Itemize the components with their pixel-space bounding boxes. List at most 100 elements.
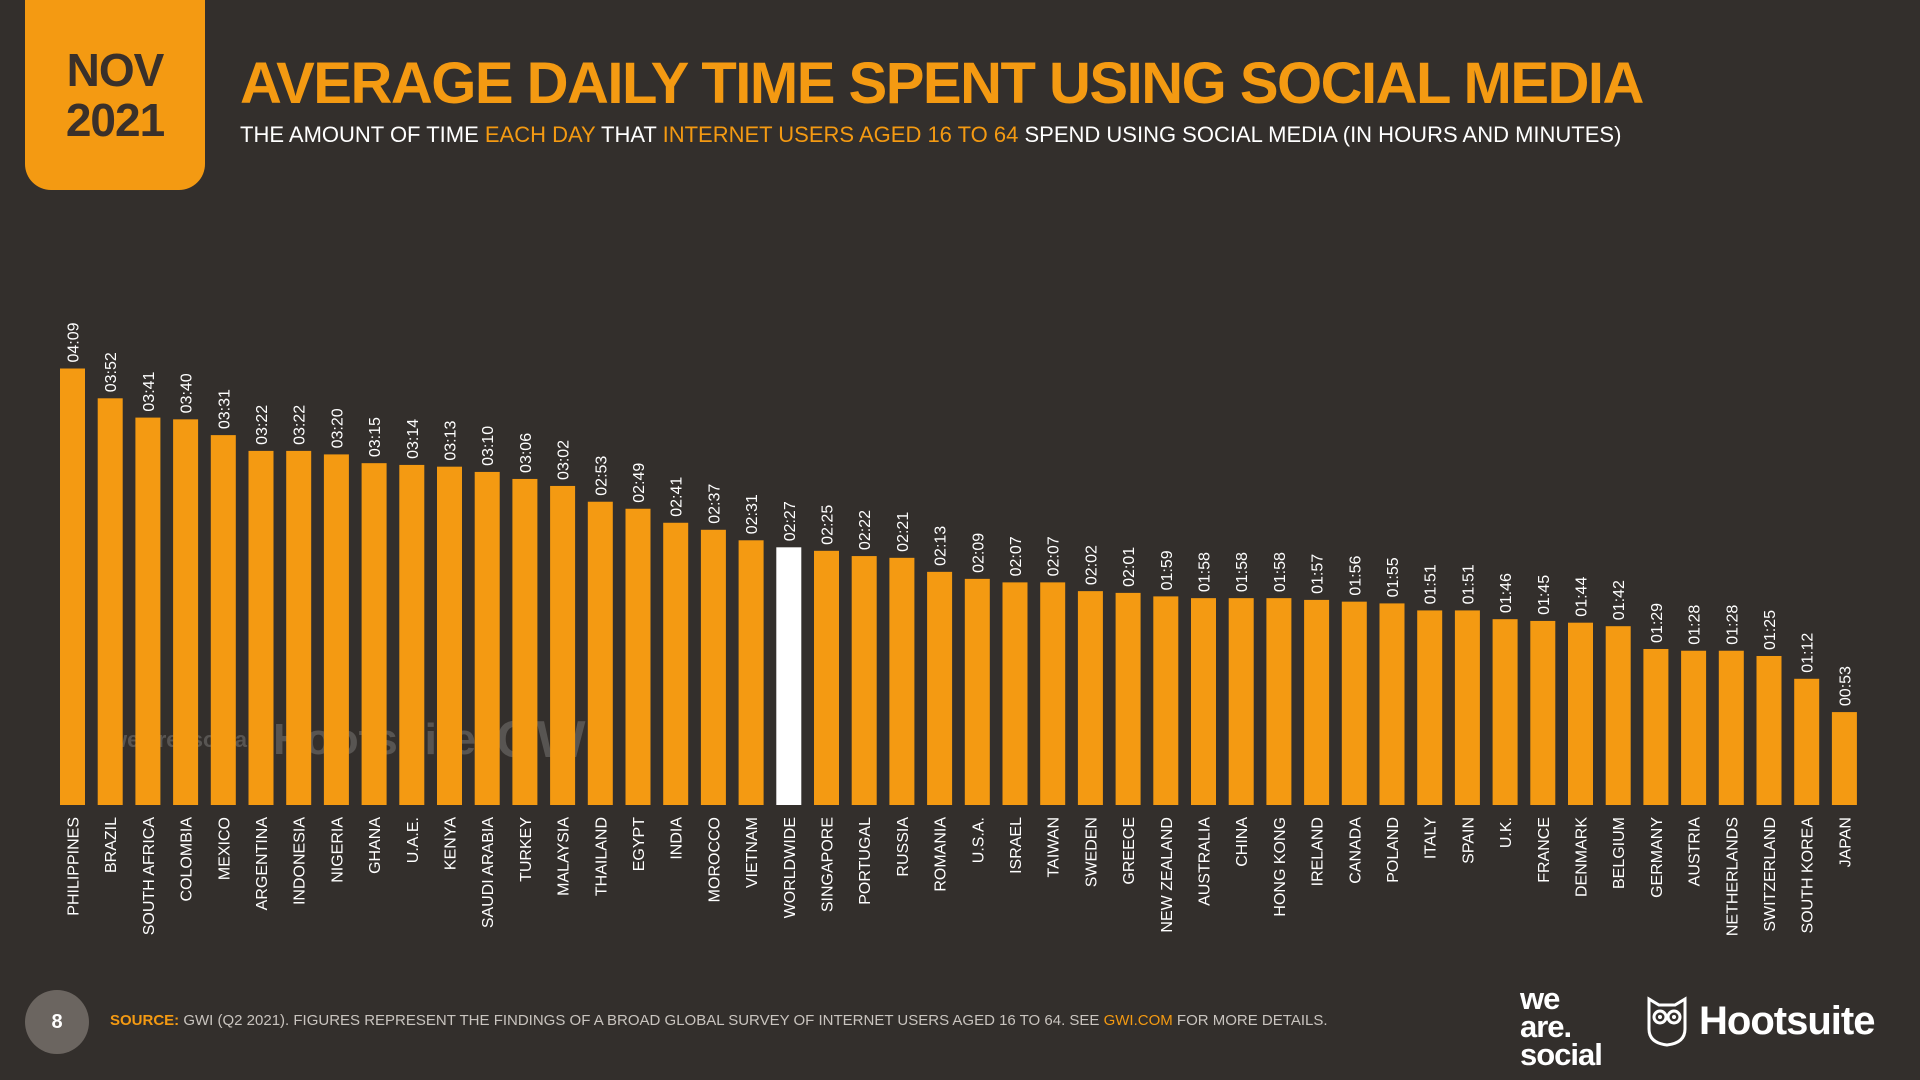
value-label: 03:14 (405, 419, 422, 459)
value-label: 03:02 (556, 440, 573, 480)
value-label: 03:06 (518, 433, 535, 473)
category-label: SOUTH AFRICA (141, 817, 158, 936)
value-label: 01:55 (1385, 557, 1402, 597)
bar-egypt (625, 508, 651, 805)
bar-france (1530, 620, 1556, 805)
bar-malaysia (550, 485, 576, 805)
value-label: 02:13 (933, 526, 950, 566)
bar-argentina (248, 450, 274, 805)
bar-australia (1191, 598, 1216, 805)
category-label: AUSTRIA (1687, 817, 1704, 887)
value-label: 03:52 (103, 352, 120, 392)
bar-germany (1643, 648, 1669, 805)
subtitle-part2: THAT (595, 122, 663, 147)
value-label: 02:07 (1046, 536, 1063, 576)
subtitle-highlight-users: INTERNET USERS AGED 16 TO 64 (662, 122, 1019, 147)
category-label: ROMANIA (933, 817, 950, 892)
category-label: ISRAEL (1008, 817, 1025, 874)
bar-colombia (173, 419, 199, 805)
category-label: GERMANY (1649, 817, 1666, 898)
value-label: 01:59 (1159, 550, 1176, 590)
category-label: THAILAND (593, 817, 610, 896)
bar-netherlands (1718, 650, 1744, 805)
value-label: 03:22 (254, 405, 271, 445)
value-label: 00:53 (1837, 666, 1854, 706)
bar-canada (1341, 601, 1367, 805)
category-label: GHANA (367, 817, 384, 874)
hootsuite-logo: Hootsuite (1645, 995, 1875, 1047)
bar-indonesia (286, 450, 312, 805)
value-label: 02:22 (857, 510, 874, 550)
value-label: 02:53 (593, 456, 610, 496)
owl-icon (1647, 996, 1687, 1047)
bar-spain (1454, 610, 1480, 805)
bar-kenya (437, 466, 462, 805)
value-label: 02:49 (631, 463, 648, 503)
category-label: JAPAN (1837, 817, 1854, 867)
subtitle-part1: THE AMOUNT OF TIME (240, 122, 485, 147)
value-label: 03:13 (443, 421, 460, 461)
category-label: INDIA (669, 817, 686, 860)
category-label: HONG KONG (1272, 817, 1289, 917)
bar-switzerland (1756, 655, 1782, 805)
source-link[interactable]: GWI.COM (1103, 1012, 1173, 1029)
bar-mexico (210, 435, 236, 805)
bar-turkey (512, 478, 538, 805)
page-number: 8 (25, 990, 89, 1054)
value-label: 01:46 (1498, 573, 1515, 613)
value-label: 03:10 (480, 426, 497, 466)
bar-sweden (1077, 591, 1103, 805)
bar-israel (1002, 582, 1028, 805)
category-label: SAUDI ARABIA (480, 817, 497, 928)
source-label: SOURCE: (110, 1012, 180, 1029)
category-label: MALAYSIA (556, 817, 573, 896)
bar-south-africa (135, 417, 161, 805)
value-label: 02:07 (1008, 536, 1025, 576)
subtitle-part3: SPEND USING SOCIAL MEDIA (IN HOURS AND M… (1018, 122, 1622, 147)
subtitle-highlight-each-day: EACH DAY (484, 122, 596, 147)
value-label: 01:25 (1762, 610, 1779, 650)
bar-singapore (814, 550, 839, 805)
value-label: 01:29 (1649, 603, 1666, 643)
category-label: DENMARK (1574, 817, 1591, 897)
category-label: SOUTH KOREA (1800, 817, 1817, 934)
value-label: 01:58 (1272, 552, 1289, 592)
value-label: 01:45 (1536, 575, 1553, 615)
logo-weare-line3: social (1520, 1037, 1603, 1072)
bar-u-a-e (399, 464, 425, 805)
category-label: PORTUGAL (857, 817, 874, 905)
bar-romania (927, 571, 953, 805)
category-label: COLOMBIA (179, 817, 196, 902)
bar-brazil (97, 398, 123, 805)
value-label: 01:12 (1800, 633, 1817, 673)
value-label: 03:41 (141, 371, 158, 411)
value-label: 01:57 (1310, 554, 1327, 594)
category-label: WORLDWIDE (782, 817, 799, 918)
value-label: 02:25 (820, 505, 837, 545)
category-label: MOROCCO (706, 817, 723, 902)
bar-south-korea (1794, 678, 1820, 805)
category-label: TURKEY (518, 817, 535, 882)
bar-belgium (1605, 626, 1631, 805)
value-label: 02:21 (895, 512, 912, 552)
bar-new-zealand (1153, 596, 1179, 805)
value-label: 02:31 (744, 494, 761, 534)
bar-taiwan (1040, 582, 1066, 805)
category-label: NEW ZEALAND (1159, 817, 1176, 933)
page-subtitle: THE AMOUNT OF TIME EACH DAY THAT INTERNE… (240, 122, 1621, 148)
date-badge: NOV 2021 (25, 0, 205, 190)
value-label: 01:51 (1460, 564, 1477, 604)
category-label: MEXICO (216, 817, 233, 880)
hootsuite-wordmark: Hootsuite (1699, 998, 1875, 1043)
bar-greece (1115, 592, 1141, 805)
value-label: 02:09 (970, 533, 987, 573)
source-end: FOR MORE DETAILS. (1172, 1012, 1328, 1029)
category-label: CANADA (1347, 817, 1364, 884)
category-label: EGYPT (631, 817, 648, 871)
value-label: 03:40 (179, 373, 196, 413)
value-label: 01:42 (1611, 580, 1628, 620)
category-label: U.S.A. (970, 817, 987, 863)
date-month: NOV (66, 44, 165, 96)
value-label: 01:28 (1724, 605, 1741, 645)
category-label: GREECE (1121, 817, 1138, 885)
